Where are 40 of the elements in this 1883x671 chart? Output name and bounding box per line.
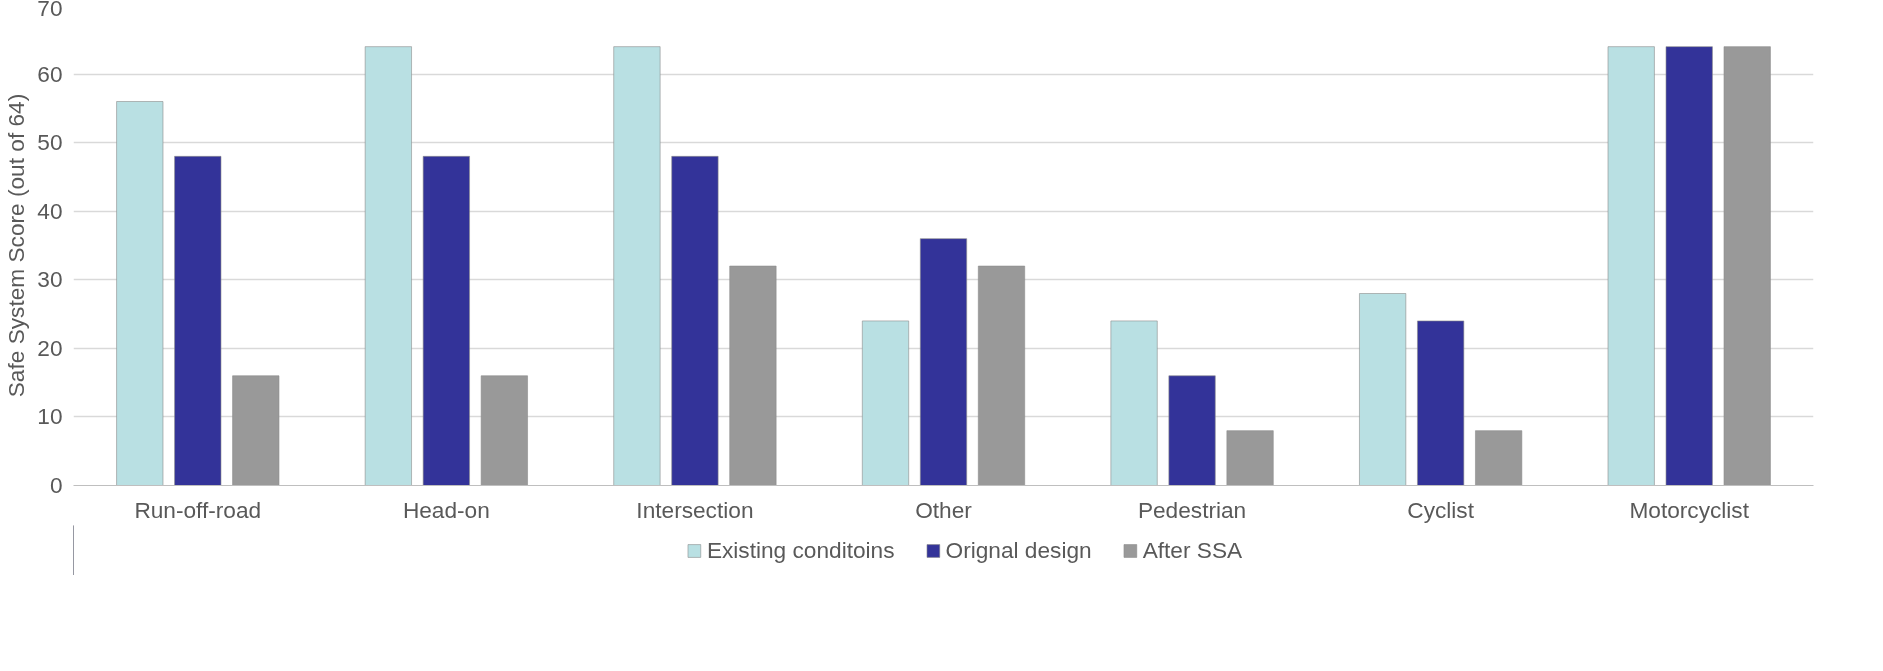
bar — [1110, 320, 1158, 486]
bar — [613, 46, 661, 486]
y-tick-label: 10 — [37, 403, 63, 430]
bar — [1607, 46, 1655, 486]
legend-label: Orignal design — [945, 536, 1092, 564]
bar — [920, 238, 967, 486]
y-tick-label: 20 — [37, 334, 63, 361]
bar — [1475, 430, 1523, 486]
bar — [1359, 293, 1407, 486]
y-tick-label: 60 — [37, 60, 63, 87]
x-tick-label: Head-on — [402, 496, 490, 523]
x-tick-label: Cyclist — [1407, 496, 1475, 523]
bar — [116, 101, 164, 486]
legend-label: After SSA — [1142, 536, 1243, 564]
bar — [232, 375, 280, 486]
bar — [1417, 320, 1465, 486]
bar — [862, 320, 909, 486]
bar — [671, 156, 719, 486]
bar — [174, 156, 222, 486]
bar — [729, 265, 777, 486]
bar — [1168, 375, 1216, 486]
bar — [1226, 430, 1274, 486]
y-tick-label: 0 — [49, 472, 63, 498]
x-tick-label: Intersection — [636, 496, 754, 523]
x-tick-label: Pedestrian — [1137, 496, 1247, 523]
y-axis-title: Safe System Score (out of 64) — [3, 93, 30, 398]
x-tick-label: Motorcyclist — [1629, 496, 1750, 523]
x-tick-label: Other — [915, 496, 973, 523]
bar — [1723, 46, 1771, 486]
y-tick-label: 70 — [37, 0, 63, 21]
y-tick-label: 40 — [37, 197, 63, 224]
bar — [422, 156, 470, 486]
legend-label: Existing conditoins — [706, 536, 895, 564]
bar — [978, 265, 1025, 486]
bar — [1665, 46, 1713, 486]
y-tick-label: 50 — [37, 129, 63, 156]
y-tick-label: 30 — [37, 266, 63, 293]
x-tick-label: Run-off-road — [134, 496, 262, 523]
bar — [364, 46, 412, 486]
bar — [480, 375, 528, 486]
